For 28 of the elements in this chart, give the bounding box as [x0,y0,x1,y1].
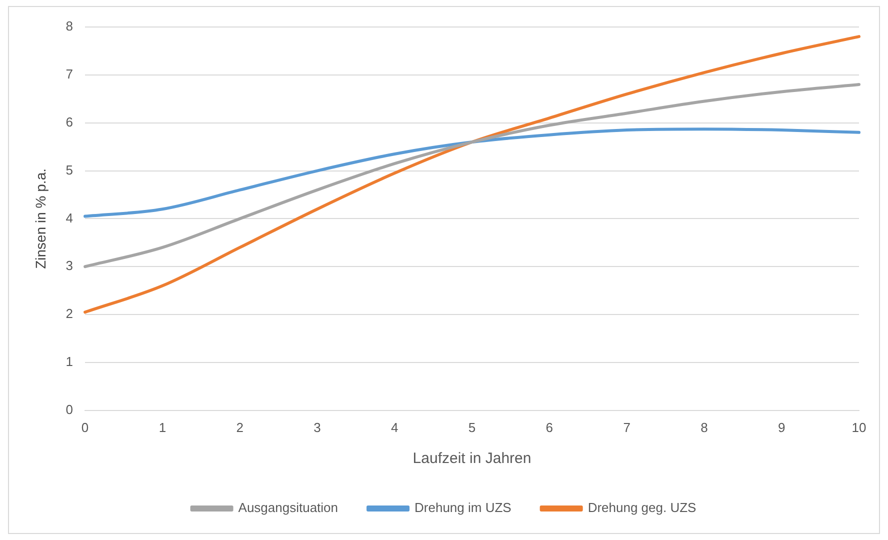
y-tick-label: 5 [66,162,74,178]
x-tick-label: 7 [623,420,630,435]
line-series [84,35,860,314]
legend-label: Ausgangsituation [238,500,338,516]
legend-label: Drehung im UZS [414,500,512,516]
x-tick-label: 5 [468,420,476,435]
x-tick-label: 6 [546,420,554,435]
y-tick-label: 1 [66,354,74,370]
y-tick-label: 2 [66,306,74,322]
x-tick-label: 1 [158,420,166,435]
x-tick-label: 9 [778,420,786,435]
y-tick-label: 6 [66,114,74,130]
x-axis-title: Laufzeit in Jahren [412,450,532,468]
line-series [84,83,860,268]
line-series [84,128,860,218]
x-tick-label: 3 [314,420,321,435]
x-tick-label: 10 [852,420,866,435]
y-axis-title: Zinsen in % p.a. [32,168,48,269]
y-tick-label: 7 [66,66,74,82]
x-tick-label: 2 [236,420,244,435]
y-tick-label: 0 [66,402,74,417]
y-tick-label: 8 [66,18,74,34]
x-tick-label: 4 [391,420,398,435]
legend-label: Drehung geg. UZS [588,500,697,516]
y-tick-label: 4 [66,210,74,226]
x-tick-label: 0 [81,420,89,435]
y-tick-label: 3 [66,258,74,274]
x-tick-label: 8 [700,420,708,435]
